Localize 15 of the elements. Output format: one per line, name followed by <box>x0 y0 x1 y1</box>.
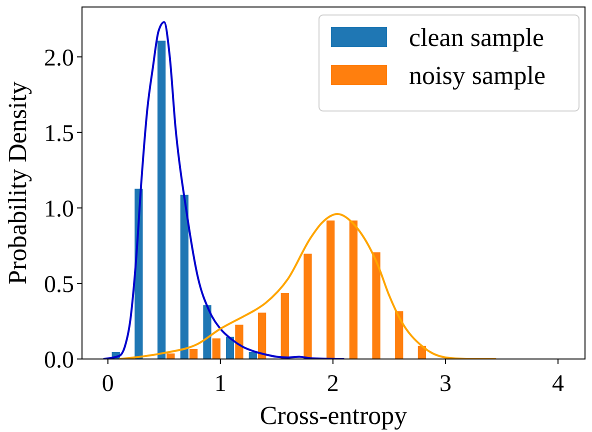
y-tick-label: 0.0 <box>44 347 74 374</box>
y-axis-title: Probability Density <box>3 82 32 284</box>
x-tick-label: 2 <box>326 371 339 397</box>
y-tick-label: 1.5 <box>44 120 74 147</box>
y-tick-label: 2.0 <box>44 45 74 72</box>
legend-label: clean sample <box>409 23 544 52</box>
x-tick-label: 0 <box>102 371 114 397</box>
y-tick-label: 1.0 <box>44 196 74 222</box>
x-tick-label: 3 <box>439 371 452 397</box>
line-series <box>102 21 346 359</box>
legend-label: noisy sample <box>409 61 546 90</box>
x-tick-label: 4 <box>552 371 564 397</box>
y-tick-label: 0.5 <box>44 272 74 298</box>
x-tick-label: 1 <box>214 371 226 397</box>
x-axis-title: Cross-entropy <box>260 401 408 430</box>
